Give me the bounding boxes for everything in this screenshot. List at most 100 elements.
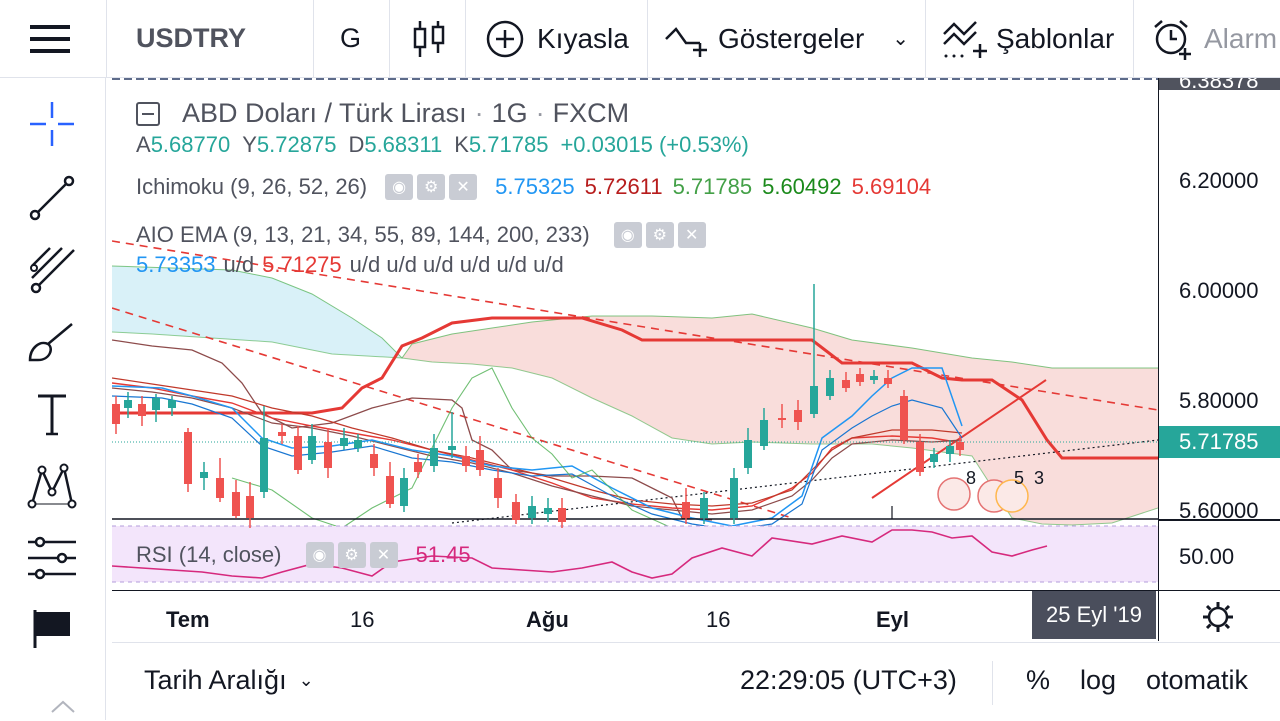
candle-body: [884, 378, 892, 384]
measure-icon: [28, 536, 76, 580]
chart-settings-button[interactable]: [1202, 601, 1234, 638]
candle-body: [856, 374, 864, 382]
interval-button[interactable]: G: [340, 23, 362, 53]
price-axis[interactable]: 6.38378 6.20000 6.00000 5.80000 5.71785 …: [1158, 78, 1280, 590]
event-marker-1[interactable]: [937, 477, 971, 511]
pitchfork-tool[interactable]: [24, 242, 80, 298]
collapse-legend-icon[interactable]: [136, 101, 160, 126]
candle-body: [124, 400, 132, 408]
eye-icon[interactable]: ◉: [385, 174, 414, 200]
gear-icon[interactable]: ⚙: [337, 542, 366, 568]
ema-red-2: [112, 377, 963, 507]
high-value: 5.72875: [256, 132, 337, 157]
candle-body: [386, 476, 394, 504]
text-tool[interactable]: [24, 386, 80, 442]
hamburger-icon: [30, 24, 70, 53]
indicators-icon: [665, 26, 707, 57]
drawing-toolbar: [0, 78, 106, 720]
time-axis[interactable]: Tem 16 Ağu 16 Eyl 25 Eyl '19: [112, 590, 1280, 642]
clock-button[interactable]: 22:29:05 (UTC+3): [740, 665, 957, 695]
candle-body: [308, 436, 316, 460]
percent-toggle[interactable]: %: [1026, 665, 1051, 695]
ichimoku-lagging-value: 5.71785: [672, 174, 753, 199]
time-label: 16: [350, 607, 375, 632]
economic-events[interactable]: 8 5 3: [937, 468, 1044, 513]
pattern-tool[interactable]: [24, 458, 80, 514]
chikou-span: [112, 339, 713, 521]
flag-icon: [33, 610, 70, 648]
candle-body: [246, 496, 254, 518]
ichimoku-legend[interactable]: Ichimoku (9, 26, 52, 26) ◉ ⚙ ✕ 5.75325 5…: [136, 174, 931, 200]
time-label: Tem: [166, 607, 210, 632]
gear-icon[interactable]: ⚙: [645, 222, 674, 248]
ichimoku-leading-b-value: 5.69104: [851, 174, 932, 199]
candle-body: [778, 418, 786, 420]
rsi-value: 51.45: [415, 542, 471, 567]
trendline-dotted: [451, 439, 1158, 524]
candle-body: [842, 380, 850, 388]
date-range-button[interactable]: Tarih Aralığı ⌄: [144, 665, 314, 696]
templates-button[interactable]: Şablonlar: [942, 0, 1114, 77]
auto-scale-toggle[interactable]: otomatik: [1146, 665, 1249, 695]
open-value: 5.68770: [150, 132, 231, 157]
ichimoku-base-value: 5.72611: [584, 174, 663, 199]
crosshair-icon: [30, 102, 74, 146]
candle-body: [354, 440, 362, 448]
alarm-button[interactable]: Alarm: [1152, 0, 1277, 77]
close-icon[interactable]: ✕: [369, 542, 398, 568]
eye-icon[interactable]: ◉: [305, 542, 334, 568]
measure-tool[interactable]: [24, 530, 80, 586]
compare-button[interactable]: Kıyasla: [485, 0, 629, 77]
event-count-1: 8: [966, 468, 976, 488]
text-icon: [38, 394, 66, 436]
time-label: Ağu: [526, 607, 569, 632]
ichimoku-leading-a-value: 5.60492: [762, 174, 842, 199]
event-marker-3[interactable]: [995, 479, 1029, 513]
trendline-solid-rising: [871, 379, 1047, 499]
flag-tool[interactable]: [24, 600, 80, 656]
current-price-badge: 5.71785: [1159, 426, 1280, 458]
eye-icon[interactable]: ◉: [613, 222, 642, 248]
symbol-search-button[interactable]: USDTRY: [136, 23, 247, 53]
log-toggle[interactable]: log: [1080, 665, 1117, 695]
gear-icon[interactable]: ⚙: [417, 174, 446, 200]
scroll-up-icon[interactable]: [48, 696, 78, 716]
trendline-icon: [29, 175, 75, 221]
current-price-label: 5.71785: [1179, 429, 1259, 454]
rsi-legend[interactable]: RSI (14, close) ◉ ⚙ ✕ 51.45: [136, 542, 471, 568]
brush-tool[interactable]: [24, 316, 80, 372]
crosshair-tool[interactable]: [24, 96, 80, 152]
price-label: 6.20000: [1179, 168, 1259, 193]
chart-pane[interactable]: 8 5 3 ABD Doları / Türk Lirası · 1G · FX…: [112, 78, 1158, 590]
rsi-line: [112, 529, 1048, 579]
price-chart[interactable]: 8 5 3: [112, 78, 1158, 590]
candle-body: [152, 398, 160, 410]
candle-body: [260, 438, 268, 492]
open-label: A: [136, 132, 151, 157]
candle-body: [430, 448, 438, 466]
legend-title-row: ABD Doları / Türk Lirası · 1G · FXCM: [136, 98, 629, 129]
candle-body: [138, 404, 146, 416]
close-icon[interactable]: ✕: [449, 174, 478, 200]
aio-ema-legend[interactable]: AIO EMA (9, 13, 21, 34, 55, 89, 144, 200…: [136, 222, 706, 248]
close-icon[interactable]: ✕: [677, 222, 706, 248]
trendline-tool[interactable]: [24, 170, 80, 226]
aio-ema-value-2: u/d: [223, 252, 255, 277]
plus-circle-icon: [486, 20, 524, 57]
candle-body: [544, 508, 552, 514]
ichimoku-name: Ichimoku (9, 26, 52, 26): [136, 174, 368, 199]
alarm-clock-icon: [1154, 19, 1191, 60]
candle-body: [810, 386, 818, 414]
senkou-span-a: [112, 265, 1158, 369]
candle-body: [916, 442, 924, 472]
top-price-badge: 6.38378: [1159, 78, 1280, 90]
indicators-button[interactable]: Göstergeler ⌄: [664, 0, 909, 77]
chart-type-button[interactable]: [412, 0, 446, 77]
candle-body: [370, 454, 378, 468]
menu-button[interactable]: [30, 0, 76, 77]
brush-icon: [28, 323, 73, 362]
templates-icon: [943, 20, 987, 58]
price-label: 5.60000: [1179, 498, 1259, 523]
legend-interval: 1G: [491, 98, 528, 128]
candle-body: [278, 432, 286, 436]
